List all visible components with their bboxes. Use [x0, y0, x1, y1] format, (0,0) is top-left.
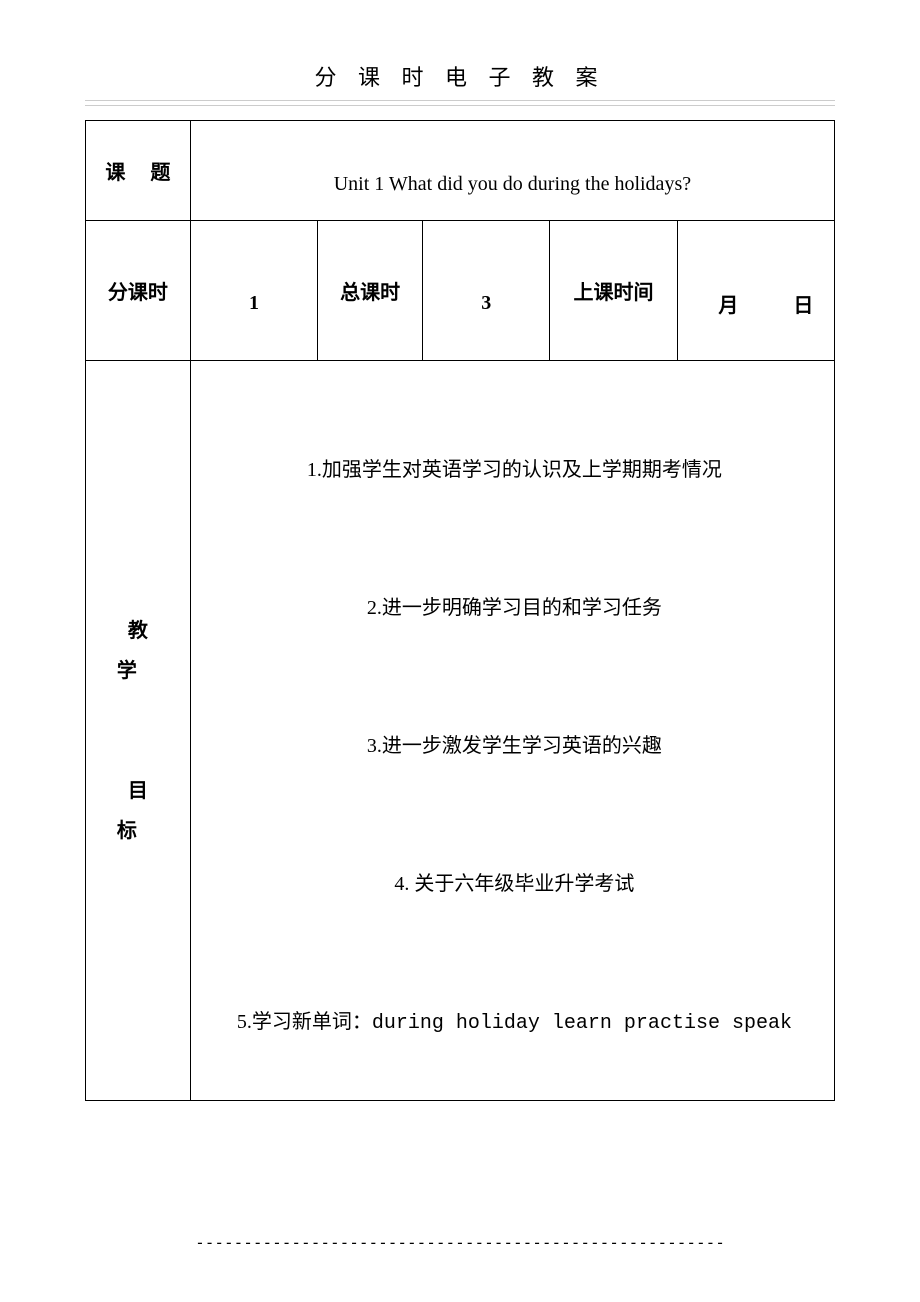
page-title: 分 课 时 电 子 教 案: [85, 60, 835, 92]
row-topic: 课 题 Unit 1 What did you do during the ho…: [86, 121, 835, 221]
total-value: 3: [423, 221, 550, 361]
topic-value: Unit 1 What did you do during the holida…: [190, 121, 834, 221]
total-label: 总课时: [318, 221, 423, 361]
objective-item-5-prefix: 5.学习新单词：: [237, 1011, 372, 1033]
objective-item: 3.进一步激发学生学习英语的兴趣: [205, 731, 824, 761]
objectives-content: 1.加强学生对英语学习的认识及上学期期考情况 2.进一步明确学习目的和学习任务 …: [190, 361, 834, 1101]
lesson-plan-table: 课 题 Unit 1 What did you do during the ho…: [85, 120, 835, 1101]
title-hr-2: [85, 105, 835, 106]
date-month: 月: [718, 289, 738, 318]
period-value: 1: [190, 221, 317, 361]
objective-item: 4. 关于六年级毕业升学考试: [205, 869, 824, 899]
objective-item: 1.加强学生对英语学习的认识及上学期期考情况: [205, 455, 824, 485]
objective-item: 2.进一步明确学习目的和学习任务: [205, 593, 824, 623]
objectives-label: 教 学 目 标: [86, 361, 191, 1101]
row-objectives: 教 学 目 标 1.加强学生对英语学习的认识及上学期期考情况 2.进一步明确学习…: [86, 361, 835, 1101]
footer-dashes: ----------------------------------------…: [0, 1233, 920, 1252]
obj-label-line1: 教 学: [86, 611, 190, 691]
row-periods: 分课时 1 总课时 3 上课时间 月日: [86, 221, 835, 361]
date-label: 上课时间: [550, 221, 677, 361]
period-label: 分课时: [86, 221, 191, 361]
page-container: 分 课 时 电 子 教 案 课 题 Unit 1 What did you do…: [0, 0, 920, 1101]
objective-item: 5.学习新单词：during holiday learn practise sp…: [205, 1007, 824, 1039]
date-day: 日: [793, 295, 813, 317]
date-value: 月日: [677, 221, 834, 361]
title-hr-1: [85, 100, 835, 101]
topic-label: 课 题: [86, 121, 191, 221]
objective-item-5-words: during holiday learn practise speak: [372, 1012, 792, 1035]
obj-label-line2: 目 标: [86, 771, 190, 851]
